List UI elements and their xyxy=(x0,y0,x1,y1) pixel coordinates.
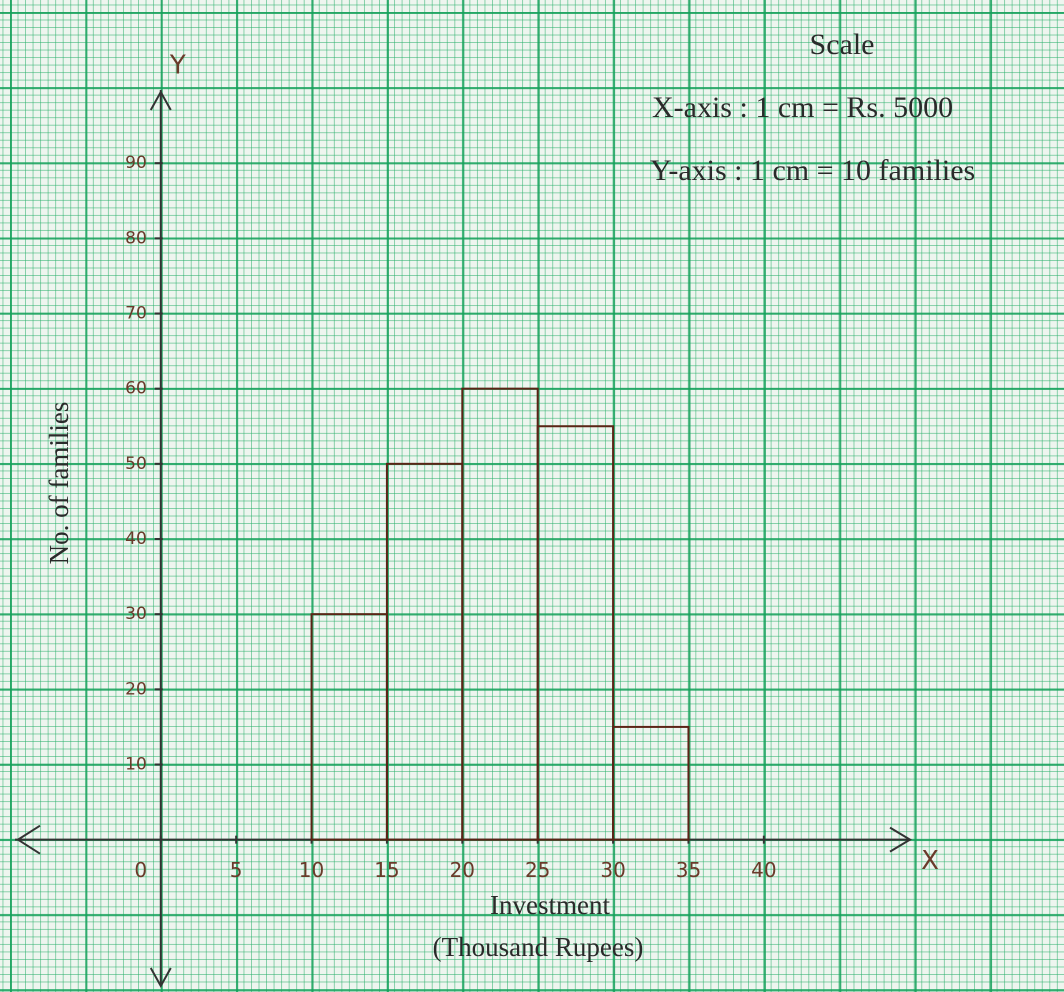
bar xyxy=(538,426,613,839)
x-tick-label: 0 xyxy=(134,858,147,882)
bar xyxy=(462,389,537,840)
y-tick-label: 50 xyxy=(125,454,147,474)
scale-note: Y-axis : 1 cm = 10 families xyxy=(650,154,975,187)
graph-paper: Scale X-axis : 1 cm = Rs. 5000 Y-axis : … xyxy=(0,0,1064,992)
x-axis-label: Investment xyxy=(490,890,610,920)
x-tick-label: 25 xyxy=(525,858,550,882)
x-axis-unit: (Thousand Rupees) xyxy=(433,932,644,962)
bar xyxy=(613,727,688,840)
y-axis-label: No. of families xyxy=(44,402,74,565)
bar xyxy=(387,464,462,840)
x-tick-label: 30 xyxy=(600,858,625,882)
y-tick-label: 90 xyxy=(125,153,147,173)
scale-note: X-axis : 1 cm = Rs. 5000 xyxy=(652,91,953,124)
x-tick-label: 5 xyxy=(230,858,243,882)
scale-title: Scale xyxy=(810,28,875,61)
y-axis-name: Y xyxy=(169,51,186,81)
y-tick-label: 10 xyxy=(125,755,147,775)
chart: Scale X-axis : 1 cm = Rs. 5000 Y-axis : … xyxy=(0,0,1064,992)
x-tick-label: 35 xyxy=(676,858,701,882)
y-tick-label: 60 xyxy=(125,379,147,399)
x-tick-label: 40 xyxy=(751,858,776,882)
x-tick-label: 15 xyxy=(374,858,399,882)
y-tick-label: 40 xyxy=(125,529,147,549)
x-axis-name: X xyxy=(921,846,939,876)
y-tick-label: 30 xyxy=(125,604,147,624)
y-tick-label: 80 xyxy=(125,228,147,248)
y-tick-label: 20 xyxy=(125,679,147,699)
y-tick-label: 70 xyxy=(125,304,147,324)
x-tick-label: 10 xyxy=(299,858,324,882)
x-tick-label: 20 xyxy=(450,858,475,882)
bar xyxy=(312,614,387,840)
